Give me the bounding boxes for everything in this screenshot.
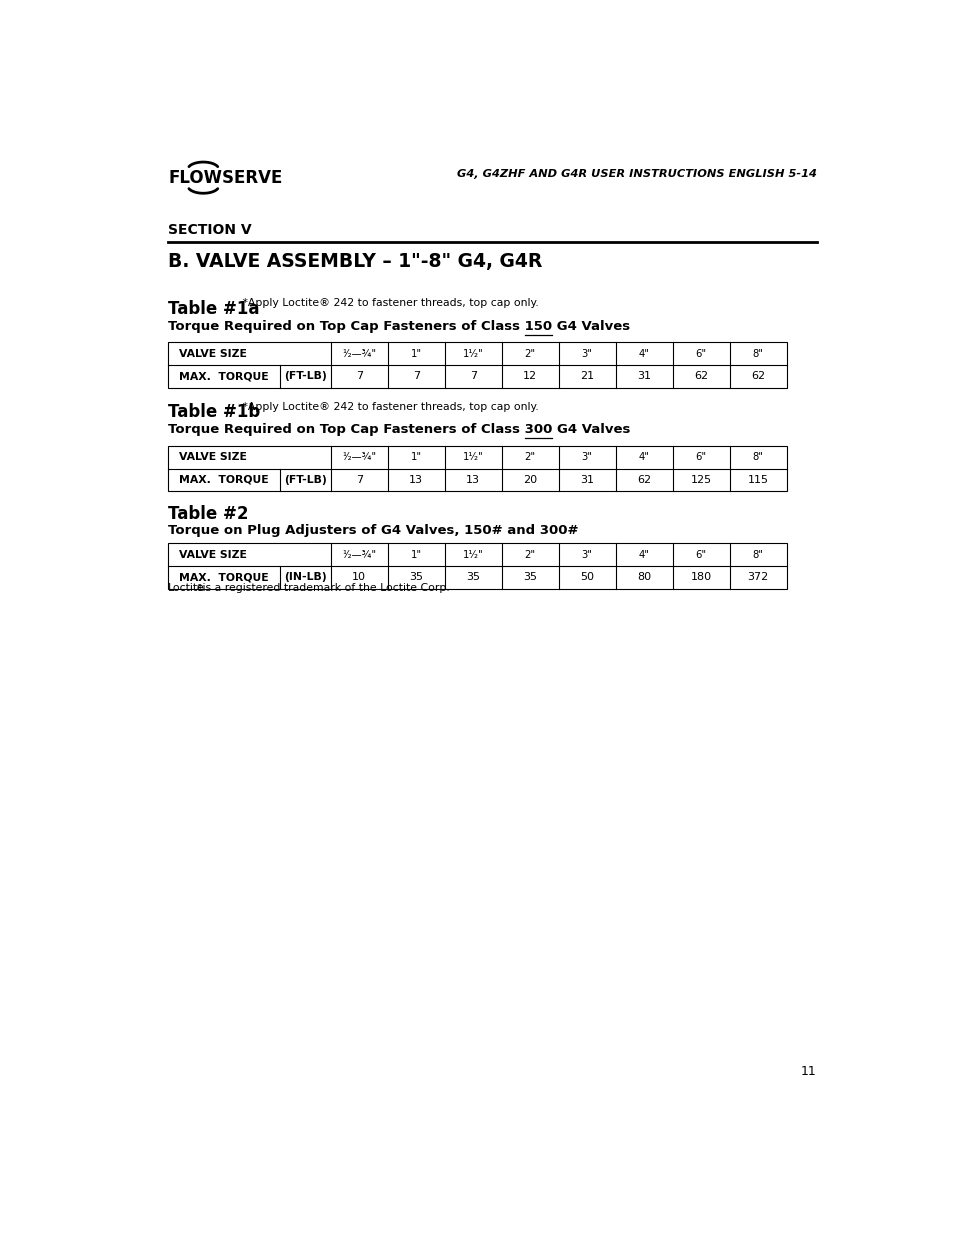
Text: VALVE SIZE: VALVE SIZE — [179, 452, 247, 462]
Text: 2": 2" — [524, 348, 536, 358]
Text: 11: 11 — [801, 1065, 816, 1078]
Text: FLOWSERVE: FLOWSERVE — [168, 169, 282, 186]
Text: ¹⁄₂—¾": ¹⁄₂—¾" — [342, 348, 376, 358]
Text: 12: 12 — [522, 372, 537, 382]
Text: MAX.  TORQUE: MAX. TORQUE — [179, 572, 268, 582]
Text: 6": 6" — [695, 452, 706, 462]
Text: 62: 62 — [750, 372, 764, 382]
Text: 7: 7 — [355, 475, 362, 485]
Bar — [168, 446, 785, 492]
Text: ¹⁄₂—¾": ¹⁄₂—¾" — [342, 452, 376, 462]
Text: *Apply Loctite® 242 to fastener threads, top cap only.: *Apply Loctite® 242 to fastener threads,… — [239, 299, 538, 309]
Text: 2": 2" — [524, 550, 536, 559]
Text: ®: ® — [195, 584, 203, 593]
Text: 10: 10 — [352, 572, 366, 582]
Text: 6": 6" — [695, 348, 706, 358]
Text: 1": 1" — [411, 452, 421, 462]
Text: 3": 3" — [581, 550, 592, 559]
Text: Torque Required on Top Cap Fasteners of Class 300 G4 Valves: Torque Required on Top Cap Fasteners of … — [168, 424, 630, 436]
Text: 21: 21 — [579, 372, 594, 382]
Text: 4": 4" — [638, 452, 649, 462]
Text: Table #1b: Table #1b — [168, 404, 260, 421]
Text: VALVE SIZE: VALVE SIZE — [179, 550, 247, 559]
Text: 7: 7 — [469, 372, 476, 382]
Text: 1": 1" — [411, 550, 421, 559]
Text: (FT-LB): (FT-LB) — [284, 372, 327, 382]
Bar — [168, 342, 785, 388]
Text: 20: 20 — [522, 475, 537, 485]
Text: Table #1a: Table #1a — [168, 300, 259, 317]
Text: SECTION V: SECTION V — [168, 222, 252, 237]
Text: 7: 7 — [413, 372, 419, 382]
Text: is a registered trademark of the Loctite Corp.: is a registered trademark of the Loctite… — [199, 583, 450, 593]
Text: 35: 35 — [409, 572, 423, 582]
Bar — [168, 543, 785, 589]
Text: 372: 372 — [746, 572, 768, 582]
Text: 2": 2" — [524, 452, 536, 462]
Text: 8": 8" — [752, 348, 762, 358]
Text: Table #2: Table #2 — [168, 505, 249, 522]
Text: 3": 3" — [581, 452, 592, 462]
Text: 50: 50 — [579, 572, 594, 582]
Text: 8": 8" — [752, 550, 762, 559]
Text: (IN-LB): (IN-LB) — [284, 572, 327, 582]
Text: 1¹⁄₂": 1¹⁄₂" — [462, 550, 483, 559]
Text: 6": 6" — [695, 550, 706, 559]
Text: 35: 35 — [522, 572, 537, 582]
Text: 62: 62 — [637, 475, 651, 485]
Text: Loctite: Loctite — [168, 583, 205, 593]
Text: (FT-LB): (FT-LB) — [284, 475, 327, 485]
Text: 4": 4" — [638, 348, 649, 358]
Text: 62: 62 — [693, 372, 707, 382]
Text: 4": 4" — [638, 550, 649, 559]
Text: Torque Required on Top Cap Fasteners of Class 150 G4 Valves: Torque Required on Top Cap Fasteners of … — [168, 320, 630, 332]
Text: 31: 31 — [637, 372, 651, 382]
Text: 7: 7 — [355, 372, 362, 382]
Text: 13: 13 — [466, 475, 479, 485]
Text: 31: 31 — [579, 475, 594, 485]
Text: 8": 8" — [752, 452, 762, 462]
Text: ¹⁄₂—¾": ¹⁄₂—¾" — [342, 550, 376, 559]
Text: 180: 180 — [690, 572, 711, 582]
Text: MAX.  TORQUE: MAX. TORQUE — [179, 372, 268, 382]
Text: 80: 80 — [637, 572, 651, 582]
Text: 125: 125 — [690, 475, 711, 485]
Text: VALVE SIZE: VALVE SIZE — [179, 348, 247, 358]
Text: 1¹⁄₂": 1¹⁄₂" — [462, 452, 483, 462]
Text: 3": 3" — [581, 348, 592, 358]
Text: Torque on Plug Adjusters of G4 Valves, 150# and 300#: Torque on Plug Adjusters of G4 Valves, 1… — [168, 524, 578, 536]
Text: 1¹⁄₂": 1¹⁄₂" — [462, 348, 483, 358]
Text: 1": 1" — [411, 348, 421, 358]
Text: 115: 115 — [747, 475, 768, 485]
Text: B. VALVE ASSEMBLY – 1"-8" G4, G4R: B. VALVE ASSEMBLY – 1"-8" G4, G4R — [168, 252, 542, 272]
Text: 35: 35 — [466, 572, 479, 582]
Text: *Apply Loctite® 242 to fastener threads, top cap only.: *Apply Loctite® 242 to fastener threads,… — [239, 401, 538, 412]
Text: MAX.  TORQUE: MAX. TORQUE — [179, 475, 268, 485]
Text: G4, G4ZHF AND G4R USER INSTRUCTIONS ENGLISH 5-14: G4, G4ZHF AND G4R USER INSTRUCTIONS ENGL… — [456, 169, 816, 179]
Text: 13: 13 — [409, 475, 423, 485]
